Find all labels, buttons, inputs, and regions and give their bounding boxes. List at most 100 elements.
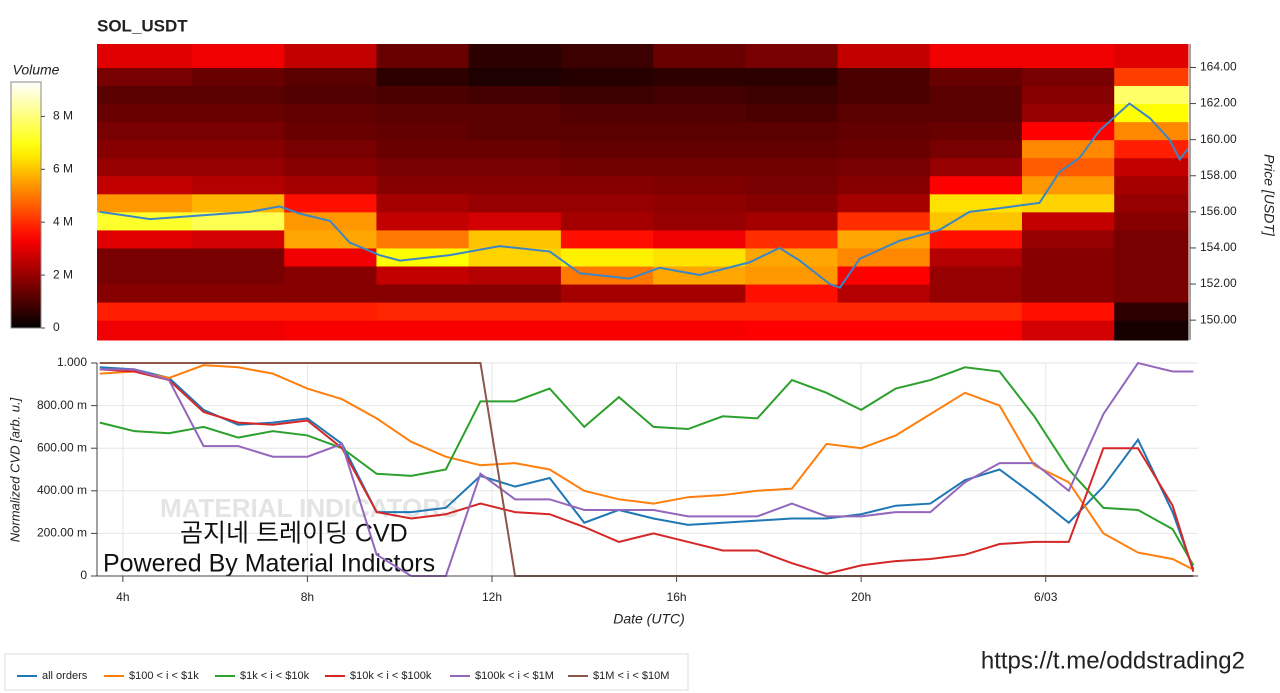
heatmap-cell (745, 157, 839, 177)
heatmap-cell (837, 139, 931, 159)
heatmap-cell (191, 320, 285, 341)
heatmap-cell (191, 302, 285, 321)
heatmap-cell (1114, 139, 1189, 159)
heatmap-cell (284, 266, 377, 285)
heatmap-cell (376, 193, 470, 213)
y-tick-label: 150.00 (1200, 312, 1237, 326)
heatmap-cell (1114, 247, 1189, 267)
heatmap-cell (376, 320, 470, 341)
heatmap-cell (284, 284, 377, 303)
heatmap-cell (560, 139, 654, 159)
series-line (99, 361, 1194, 577)
heatmap-cell (1114, 284, 1189, 303)
y-tick-label: 800.00 m (37, 398, 87, 412)
heatmap-cell (468, 67, 562, 87)
price-line (99, 102, 1189, 289)
heatmap-cell (376, 175, 470, 195)
heatmap-cell (653, 121, 746, 141)
heatmap-cell (837, 284, 931, 303)
heatmap-cell (1114, 103, 1189, 123)
heatmap-cell (653, 229, 746, 249)
heatmap-cell (376, 266, 470, 285)
heatmap-cell (468, 44, 562, 68)
heatmap-cell (376, 284, 470, 303)
heatmap-cell (1021, 193, 1115, 213)
heatmap-cell (560, 85, 654, 105)
heatmap-cell (468, 103, 562, 123)
heatmap-cell (929, 157, 1023, 177)
heatmap-cell (1021, 67, 1115, 87)
heatmap-cell (653, 85, 746, 105)
colorbar-tick-label: 0 (53, 320, 60, 334)
colorbar (10, 81, 42, 329)
heatmap-cell (745, 211, 839, 231)
heatmap-cell (929, 67, 1023, 87)
heatmap-cell (837, 193, 931, 213)
x-tick-label: 12h (482, 590, 502, 604)
heatmap-cell (376, 44, 470, 68)
heatmap-cell (837, 175, 931, 195)
heatmap-cell (1021, 175, 1115, 195)
heatmap-cell (97, 320, 193, 341)
y-tick-label: 200.00 m (37, 526, 87, 540)
heatmap-cell (1021, 266, 1115, 285)
heatmap-cell (653, 284, 746, 303)
heatmap-cell (468, 139, 562, 159)
heatmap-cell (191, 247, 285, 267)
heatmap-cell (837, 211, 931, 231)
heatmap-cell (1021, 320, 1115, 341)
heatmap-cell (1021, 157, 1115, 177)
heatmap-cell (1114, 193, 1189, 213)
heatmap-cell (468, 157, 562, 177)
heatmap-cell (376, 229, 470, 249)
heatmap-cell (1114, 320, 1189, 341)
series-line (99, 364, 1194, 571)
heatmap-cell (97, 229, 193, 249)
heatmap-cell (745, 284, 839, 303)
heatmap-cell (376, 139, 470, 159)
heatmap-cell (97, 175, 193, 195)
heatmap-cell (284, 175, 377, 195)
link-text: https://t.me/oddstrading2 (981, 647, 1245, 674)
heatmap-cell (653, 139, 746, 159)
heatmap-cell (376, 121, 470, 141)
heatmap-cell (837, 85, 931, 105)
y-tick-label: 158.00 (1200, 168, 1237, 182)
heatmap-cell (560, 302, 654, 321)
legend-label: $100k < i < $1M (475, 670, 554, 682)
heatmap-cell (837, 157, 931, 177)
heatmap-cell (929, 284, 1023, 303)
series-line (99, 366, 1195, 566)
heatmap-cell (284, 67, 377, 87)
x-tick-label: 8h (301, 590, 314, 604)
heatmap-cell (1114, 211, 1189, 231)
heatmap-cell (376, 103, 470, 123)
series-line (99, 366, 1195, 570)
heatmap-cell (929, 247, 1023, 267)
annotation: Powered By Material Indictors (103, 550, 435, 578)
heatmap-cell (97, 302, 193, 321)
y-tick-label: 154.00 (1200, 240, 1237, 254)
heatmap-cell (560, 211, 654, 231)
legend-label: $100 < i < $1k (129, 670, 199, 682)
heatmap-cell (468, 211, 562, 231)
heatmap-cell (376, 67, 470, 87)
y-tick-label: 156.00 (1200, 204, 1237, 218)
heatmap-cell (284, 103, 377, 123)
heatmap-cell (376, 302, 470, 321)
y-tick-label: 0 (80, 568, 87, 582)
legend-label: $1k < i < $10k (240, 670, 310, 682)
heatmap-cell (653, 103, 746, 123)
heatmap-cell (745, 302, 839, 321)
heatmap-cell (284, 157, 377, 177)
heatmap-cell (929, 85, 1023, 105)
heatmap-cell (929, 229, 1023, 249)
heatmap-cell (745, 175, 839, 195)
heatmap-cell (376, 157, 470, 177)
heatmap-cell (1021, 44, 1115, 68)
heatmap-cell (468, 247, 562, 267)
chart-title: SOL_USDT (97, 16, 188, 35)
heatmap-cell (191, 193, 285, 213)
heatmap-cell (97, 157, 193, 177)
